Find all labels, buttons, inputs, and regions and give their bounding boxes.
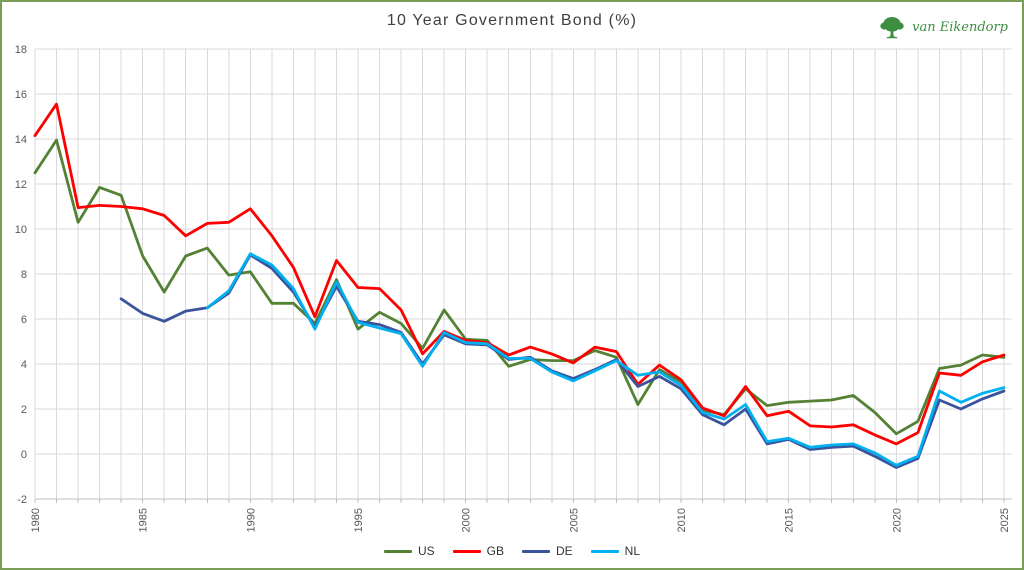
y-tick-label: 4 xyxy=(21,359,27,371)
tree-icon xyxy=(880,17,904,39)
legend: US GB DE NL xyxy=(2,540,1022,562)
x-tick-label: 2015 xyxy=(784,508,796,532)
y-tick-label: 14 xyxy=(15,134,27,146)
y-tick-label: 18 xyxy=(15,44,27,56)
legend-item-us: US xyxy=(383,544,435,558)
legend-swatch-gb xyxy=(452,549,481,553)
legend-item-nl: NL xyxy=(590,544,641,558)
legend-label-nl: NL xyxy=(624,544,641,558)
x-tick-labels: 1980 1985 1990 1995 2000 2005 2010 2015 2020 2025 xyxy=(30,508,1011,532)
y-tick-label: 12 xyxy=(15,179,27,191)
x-axis-ticks xyxy=(34,499,1005,503)
x-tick-label: 2005 xyxy=(568,508,580,532)
legend-item-gb: GB xyxy=(452,544,504,558)
page-title: 10 Year Government Bond (%) xyxy=(386,12,638,29)
x-tick-label: 2010 xyxy=(676,508,688,532)
x-tick-label: 1995 xyxy=(353,508,365,532)
y-tick-labels: 18 16 14 12 10 8 6 4 2 0 -2 xyxy=(15,44,27,506)
series-line-us xyxy=(33,138,1006,436)
series-line-nl xyxy=(205,252,1006,467)
y-tick-label: 2 xyxy=(21,404,27,416)
y-tick-label: 8 xyxy=(21,269,27,281)
y-tick-label: 0 xyxy=(21,449,27,461)
logo: van Eikendorp xyxy=(879,15,1008,40)
x-tick-label: 1980 xyxy=(30,508,42,532)
legend-swatch-de xyxy=(522,549,550,553)
legend-label-us: US xyxy=(417,544,435,558)
x-tick-label: 2020 xyxy=(891,508,903,532)
series-line-de xyxy=(119,253,1006,469)
y-tick-label: 10 xyxy=(15,224,27,236)
series-line-gb xyxy=(33,102,1006,446)
series-lines xyxy=(33,102,1006,469)
horizontal-gridlines xyxy=(35,48,1012,500)
x-tick-label: 1990 xyxy=(245,508,257,532)
x-tick-label: 2000 xyxy=(461,508,473,532)
legend-item-de: DE xyxy=(522,544,573,558)
y-tick-label: 6 xyxy=(21,314,27,326)
x-tick-label: 2025 xyxy=(999,508,1011,532)
legend-label-gb: GB xyxy=(486,544,504,558)
y-tick-label: 16 xyxy=(15,89,27,101)
y-tick-label: -2 xyxy=(17,494,27,506)
legend-swatch-us xyxy=(383,549,412,553)
legend-label-de: DE xyxy=(556,544,573,558)
legend-swatch-nl xyxy=(590,549,619,553)
x-tick-label: 1985 xyxy=(138,508,150,532)
logo-text: van Eikendorp xyxy=(912,20,1008,35)
